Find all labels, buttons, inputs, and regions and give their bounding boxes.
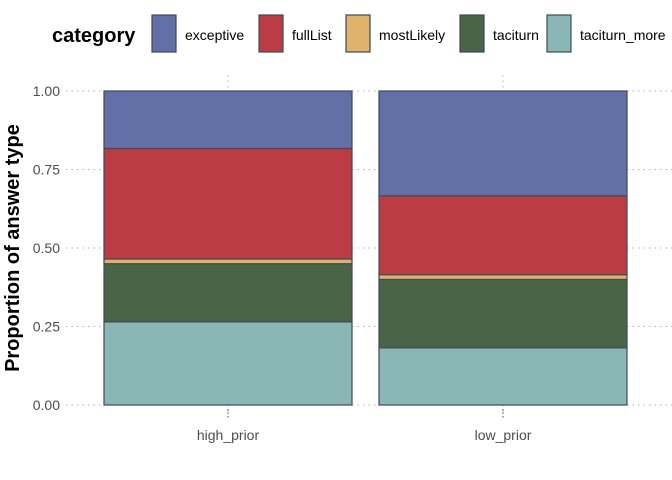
legend-label-exceptive: exceptive [185, 27, 244, 43]
legend-item-mostLikely: mostLikely [345, 14, 445, 53]
x-tick-label-high_prior: high_prior [197, 427, 260, 443]
bars [103, 90, 628, 406]
bar-group-high_prior [103, 90, 353, 406]
bar-segment-low_prior-taciturn_more [378, 347, 628, 406]
bar-segment-low_prior-exceptive [378, 90, 628, 197]
bar-group-low_prior [378, 90, 628, 406]
y-tick-label: 0.75 [33, 162, 60, 178]
legend-label-taciturn_more: taciturn_more [580, 27, 666, 43]
legend-title: category [52, 25, 136, 47]
legend: category exceptive fullList mostLikely taci… [52, 14, 666, 53]
legend-items: exceptive fullList mostLikely taciturn tacit… [151, 14, 666, 53]
x-axis: high_prior low_prior [197, 409, 532, 443]
y-axis: 0.00 0.25 0.50 0.75 1.00 [33, 83, 60, 413]
legend-item-exceptive: exceptive [151, 14, 244, 53]
y-tick-label: 0.50 [33, 240, 60, 256]
legend-key-exceptive [151, 14, 177, 53]
legend-key-mostLikely [345, 14, 371, 53]
legend-label-taciturn: taciturn [493, 27, 539, 43]
y-axis-title: Proportion of answer type [2, 124, 24, 372]
legend-label-fullList: fullList [292, 27, 332, 43]
y-tick-label: 0.25 [33, 319, 60, 335]
bar-segment-high_prior-taciturn [103, 263, 353, 323]
legend-key-taciturn [459, 14, 485, 53]
legend-item-fullList: fullList [258, 14, 332, 53]
bar-segment-high_prior-taciturn_more [103, 321, 353, 406]
bar-segment-high_prior-fullList [103, 147, 353, 260]
bar-segment-high_prior-exceptive [103, 90, 353, 150]
y-tick-label: 0.00 [33, 397, 60, 413]
x-tick-label-low_prior: low_prior [475, 427, 532, 443]
legend-label-mostLikely: mostLikely [379, 27, 445, 43]
legend-key-taciturn_more [546, 14, 572, 53]
legend-item-taciturn: taciturn [459, 14, 539, 53]
legend-item-taciturn_more: taciturn_more [546, 14, 666, 53]
bar-segment-low_prior-mostLikely [378, 274, 628, 281]
legend-key-fullList [258, 14, 284, 53]
bar-segment-low_prior-fullList [378, 195, 628, 276]
bar-segment-low_prior-taciturn [378, 278, 628, 349]
y-tick-label: 1.00 [33, 83, 60, 99]
bar-segment-high_prior-mostLikely [103, 258, 353, 265]
